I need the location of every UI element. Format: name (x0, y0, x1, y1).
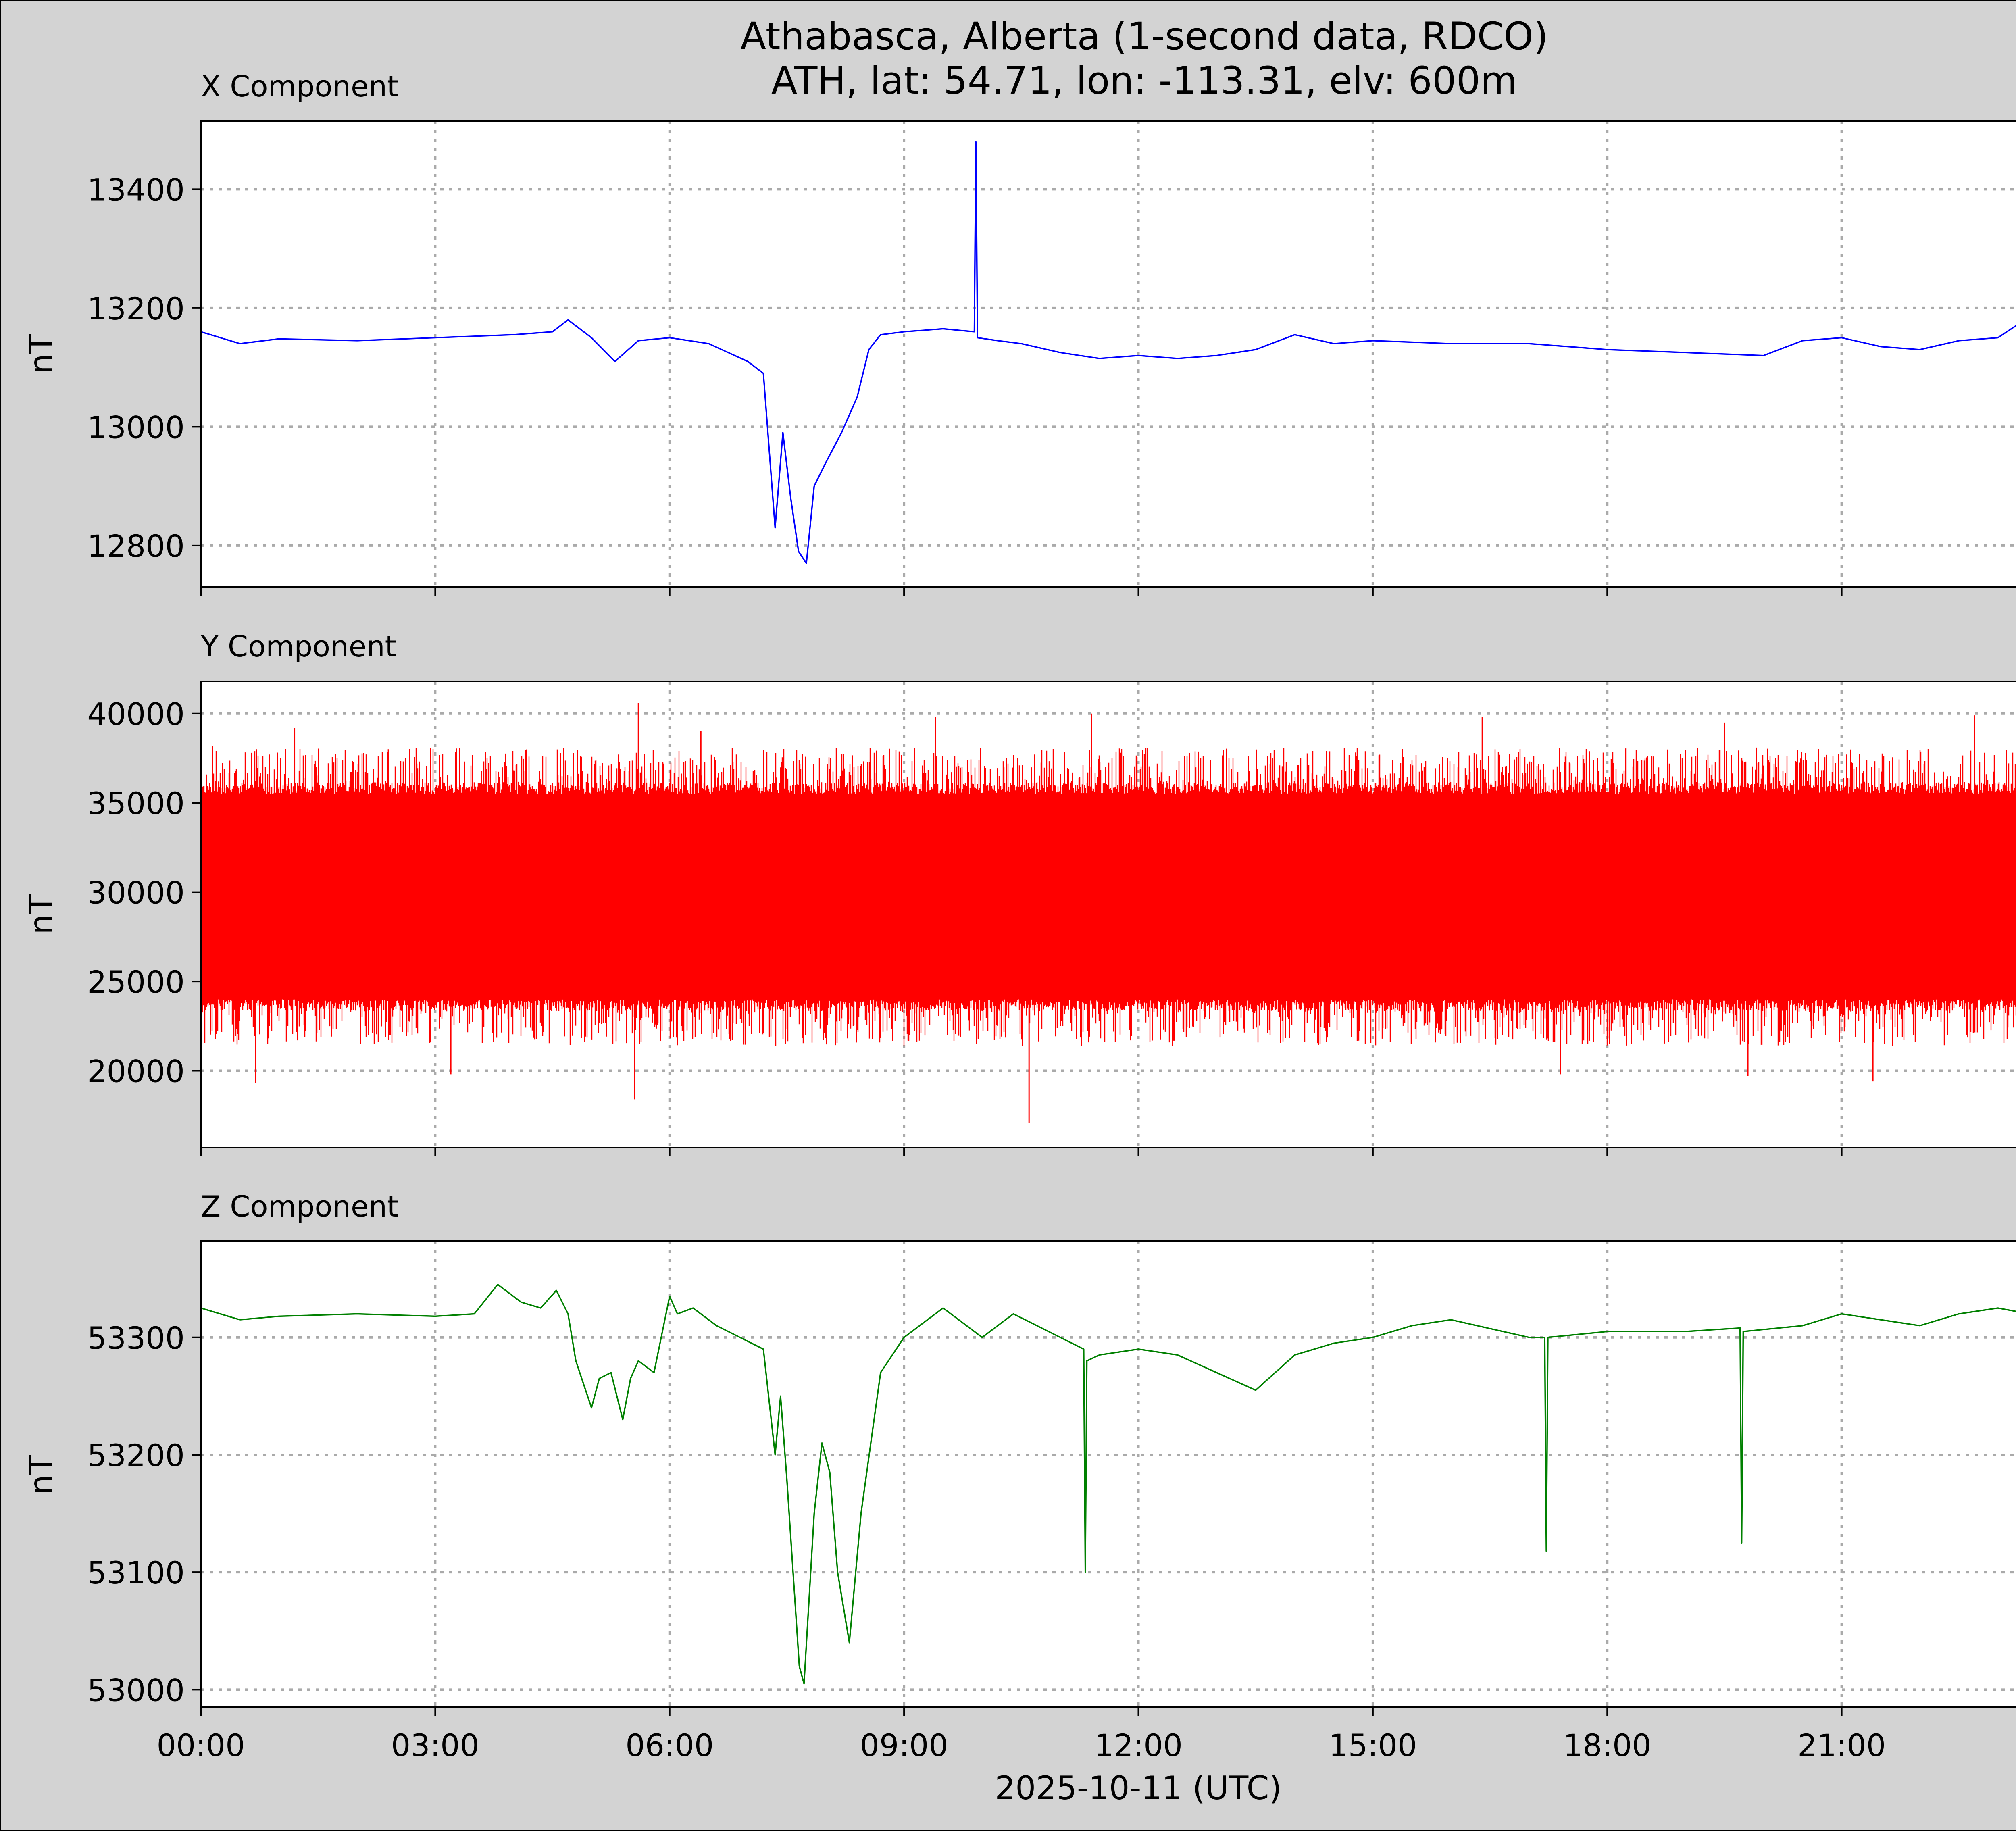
panel-z-y-tick-label: 53000 (87, 1672, 185, 1708)
x-tick-label: 03:00 (391, 1727, 479, 1763)
x-tick-label: 21:00 (1797, 1727, 1886, 1763)
panel-y-y-tick-label: 40000 (87, 696, 185, 732)
x-tick-label: 00:00 (156, 1727, 245, 1763)
y-noise-fringe (201, 747, 2016, 1046)
x-tick-label: 09:00 (860, 1727, 948, 1763)
panel-y-ylabel: nT (23, 894, 60, 935)
panel-x-label: X Component (201, 69, 398, 103)
panel-y: Y Component nT 20000 25000 30000 35000 40000 (23, 629, 2016, 1156)
panel-x-y-tick-label: 12800 (87, 528, 185, 564)
panel-z: Z Component nT 53000 53100 53200 53300 (23, 1189, 2016, 1716)
panel-z-plot-area (201, 1241, 2016, 1707)
panel-x-plot-area (201, 121, 2016, 587)
panel-y-y-tick-label: 30000 (87, 875, 185, 911)
panel-x-y-tick-label: 13200 (87, 291, 185, 327)
x-axis-label: 2025-10-11 (UTC) (995, 1769, 1281, 1807)
z-component-line (201, 1283, 2016, 1685)
x-tick-label: 18:00 (1563, 1727, 1652, 1763)
panel-z-frame (200, 1240, 2016, 1708)
panel-x-ylabel: nT (23, 333, 60, 374)
panel-y-frame (200, 681, 2016, 1148)
panel-z-y-tick-label: 53200 (87, 1437, 185, 1473)
panel-y-label: Y Component (200, 629, 396, 663)
x-component-line (201, 141, 2016, 564)
panel-z-ylabel: nT (23, 1454, 60, 1495)
x-tick-label: 15:00 (1329, 1727, 1417, 1763)
panel-z-y-tick-label: 53100 (87, 1555, 185, 1591)
x-tick-label: 12:00 (1094, 1727, 1183, 1763)
panel-x-y-tick-label: 13400 (87, 172, 185, 208)
panel-y-y-tick-label: 35000 (87, 785, 185, 821)
x-tick-labels: 00:00 03:00 06:00 09:00 12:00 15:00 18:00 21:00 (156, 1727, 1886, 1763)
panel-z-y-tick-label: 53300 (87, 1320, 185, 1356)
panel-y-y-tick-label: 20000 (87, 1054, 185, 1089)
panel-x-frame (200, 120, 2016, 588)
chart-title-line-1: Athabasca, Alberta (1-second data, RDCO) (740, 15, 1548, 58)
x-tick-label: 06:00 (625, 1727, 714, 1763)
panel-z-label: Z Component (201, 1189, 398, 1223)
panel-x-y-tick-label: 13000 (87, 409, 185, 445)
chart-title-line-2: ATH, lat: 54.71, lon: -113.31, elv: 600m (771, 59, 1517, 103)
panel-x: X Component nT 12800 13000 13200 13400 (23, 69, 2016, 596)
panel-y-y-tick-label: 25000 (87, 964, 185, 1000)
